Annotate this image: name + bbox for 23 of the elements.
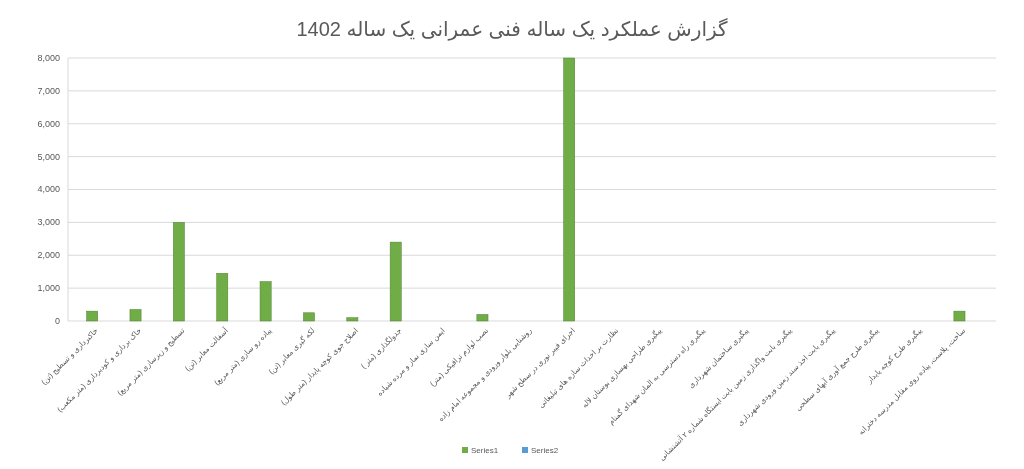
bar (259, 281, 272, 322)
y-tick-label: 6,000 (37, 118, 60, 129)
legend-label: Series2 (531, 446, 559, 455)
bar (86, 310, 98, 322)
chart-title: گزارش عملکرد یک ساله فنی عمرانی یک ساله 1402 (296, 18, 729, 41)
y-tick-label: 0 (54, 315, 60, 326)
bar (476, 314, 489, 322)
y-tick-label: 8,000 (37, 52, 60, 63)
bar (303, 312, 315, 322)
bar (216, 273, 229, 322)
bar (129, 309, 142, 322)
bar (389, 241, 402, 322)
y-tick-label: 7,000 (37, 85, 60, 96)
bar (563, 57, 575, 322)
y-tick-label: 2,000 (37, 250, 60, 261)
y-tick-label: 4,000 (37, 184, 60, 195)
bar (346, 317, 359, 322)
legend-label: Series1 (471, 446, 499, 455)
bar (173, 222, 185, 322)
y-tick-label: 3,000 (37, 217, 60, 228)
y-tick-label: 1,000 (37, 283, 60, 294)
bar (953, 310, 966, 322)
y-tick-label: 5,000 (37, 151, 60, 162)
